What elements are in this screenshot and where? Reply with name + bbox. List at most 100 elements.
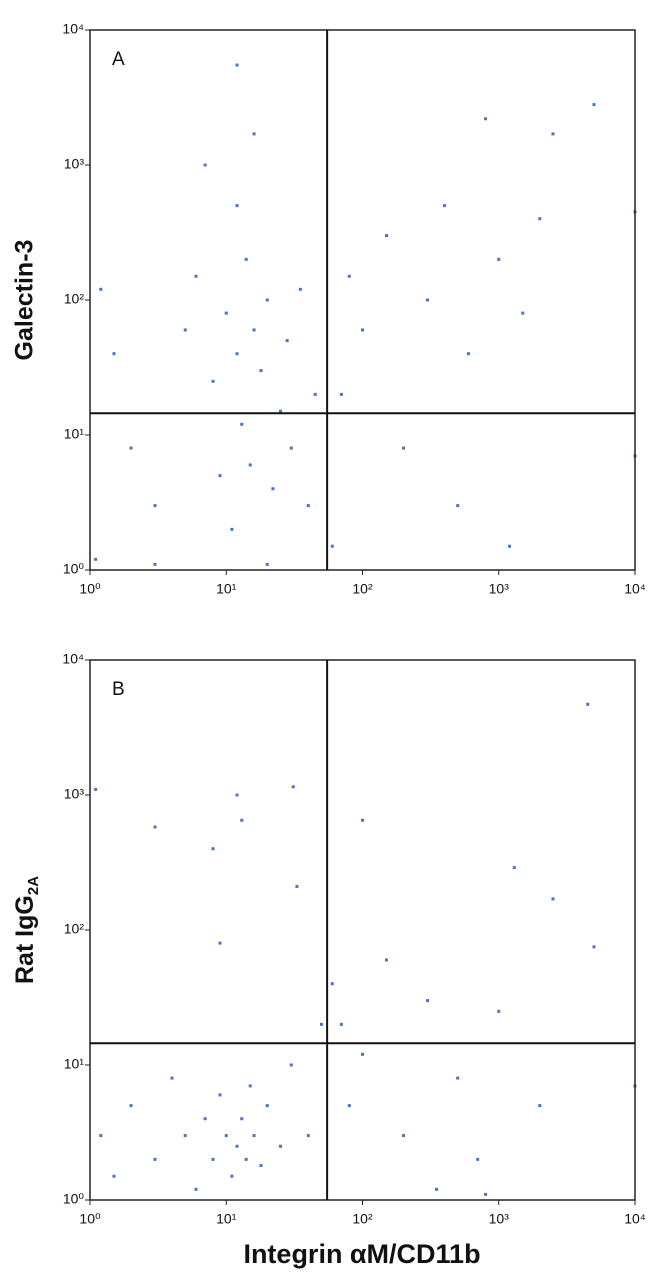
y-tick-label: 10¹ xyxy=(64,1056,85,1072)
data-point xyxy=(467,352,471,356)
x-tick-label: 10⁰ xyxy=(79,581,101,597)
y-tick-label: 10⁴ xyxy=(62,651,84,667)
data-point xyxy=(99,1134,103,1138)
y-tick-label: 10³ xyxy=(64,786,85,802)
data-point xyxy=(592,945,596,949)
y-tick-label: 10⁴ xyxy=(62,21,84,37)
data-point xyxy=(402,1134,406,1138)
data-point xyxy=(278,409,282,413)
data-point xyxy=(240,818,244,822)
data-point xyxy=(252,1134,256,1138)
data-point xyxy=(306,1134,310,1138)
plot-frame xyxy=(89,659,636,1201)
data-point xyxy=(497,257,501,261)
data-point xyxy=(153,562,157,566)
data-point xyxy=(265,298,269,302)
data-point xyxy=(224,1134,228,1138)
data-point xyxy=(230,1174,234,1178)
x-tick-label: 10¹ xyxy=(216,581,237,597)
data-point xyxy=(484,117,488,121)
data-point xyxy=(289,446,293,450)
data-point xyxy=(94,787,98,791)
data-point xyxy=(252,328,256,332)
data-point xyxy=(218,474,222,478)
data-point xyxy=(551,897,555,901)
data-point xyxy=(361,818,364,822)
data-point xyxy=(298,287,302,291)
data-point xyxy=(194,274,198,278)
data-point xyxy=(230,527,234,531)
data-point xyxy=(194,1187,198,1191)
y-tick-label: 10² xyxy=(64,291,85,307)
data-point xyxy=(112,352,116,356)
data-point xyxy=(224,311,228,315)
data-point xyxy=(497,1009,501,1013)
x-axis-label: Integrin αM/CD11b xyxy=(243,1239,480,1269)
x-tick-label: 10⁴ xyxy=(624,1211,646,1227)
data-point xyxy=(94,557,98,561)
data-point xyxy=(586,702,590,706)
y-tick-label: 10⁰ xyxy=(63,1191,85,1207)
data-point xyxy=(313,392,317,396)
data-point xyxy=(259,1164,263,1168)
data-point xyxy=(484,1192,488,1196)
plot-frame xyxy=(89,29,636,571)
y-tick-label: 10² xyxy=(64,921,85,937)
data-point xyxy=(183,1134,187,1138)
data-point xyxy=(244,1157,248,1161)
data-point xyxy=(426,999,430,1003)
x-tick-label: 10¹ xyxy=(216,1211,237,1227)
data-point xyxy=(129,1104,133,1108)
data-point xyxy=(339,392,343,396)
x-tick-label: 10² xyxy=(352,1211,373,1227)
y-axis-label: Rat IgG2A xyxy=(11,876,42,984)
panel-label: B xyxy=(112,679,125,700)
data-point xyxy=(456,1076,460,1080)
data-point xyxy=(306,504,310,508)
y-axis-label-sub: 2A xyxy=(25,876,42,895)
data-point xyxy=(211,379,215,383)
data-point xyxy=(235,204,239,208)
data-point xyxy=(153,504,157,508)
data-point xyxy=(153,825,157,829)
data-point xyxy=(259,369,263,373)
data-point xyxy=(443,204,447,208)
data-point xyxy=(339,1022,343,1026)
data-point xyxy=(170,1076,174,1080)
data-point xyxy=(289,1063,293,1067)
data-point xyxy=(235,1144,239,1148)
data-point xyxy=(361,328,364,332)
data-point xyxy=(361,1052,364,1056)
data-point xyxy=(508,544,512,548)
data-point xyxy=(153,1157,157,1161)
data-point xyxy=(240,1117,244,1121)
data-point xyxy=(248,463,252,467)
data-point xyxy=(99,287,103,291)
data-point xyxy=(402,446,406,450)
data-point xyxy=(265,1104,269,1108)
data-point xyxy=(426,298,430,302)
data-point xyxy=(512,866,516,870)
data-point xyxy=(235,63,239,67)
data-point xyxy=(538,217,542,221)
x-tick-label: 10³ xyxy=(489,581,510,597)
data-point xyxy=(435,1187,439,1191)
data-point xyxy=(211,847,215,851)
y-axis-label-main: Rat IgG xyxy=(11,895,39,984)
y-tick-label: 10³ xyxy=(64,156,85,172)
data-point xyxy=(330,544,334,548)
data-point xyxy=(384,234,388,238)
data-point xyxy=(218,941,222,945)
data-point xyxy=(240,422,244,426)
data-point xyxy=(271,487,275,491)
x-tick-label: 10⁴ xyxy=(624,581,646,597)
y-tick-label: 10⁰ xyxy=(63,561,85,577)
data-point xyxy=(235,793,239,797)
data-point xyxy=(252,132,256,136)
data-point xyxy=(347,274,351,278)
data-point xyxy=(384,958,388,962)
data-point xyxy=(521,311,525,315)
data-point xyxy=(235,352,239,356)
x-tick-label: 10³ xyxy=(489,1211,510,1227)
